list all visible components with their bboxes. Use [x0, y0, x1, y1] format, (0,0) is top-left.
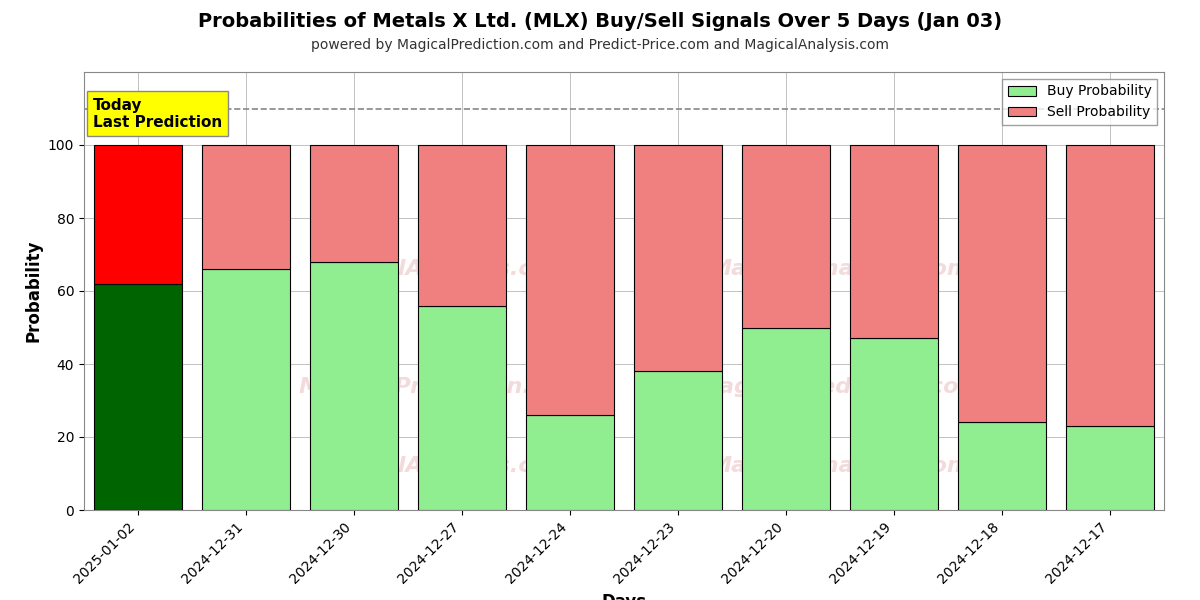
- Text: MagicalPrediction.com: MagicalPrediction.com: [697, 377, 983, 397]
- Bar: [94, 145, 182, 284]
- Bar: [310, 145, 398, 262]
- Text: MagicalAnalysis.com: MagicalAnalysis.com: [310, 456, 571, 476]
- Bar: [958, 145, 1046, 422]
- Bar: [526, 145, 614, 415]
- Text: powered by MagicalPrediction.com and Predict-Price.com and MagicalAnalysis.com: powered by MagicalPrediction.com and Pre…: [311, 38, 889, 52]
- Bar: [310, 262, 398, 510]
- Legend: Buy Probability, Sell Probability: Buy Probability, Sell Probability: [1002, 79, 1157, 125]
- Bar: [202, 145, 290, 269]
- Bar: [94, 284, 182, 510]
- Bar: [958, 422, 1046, 510]
- Bar: [418, 145, 506, 305]
- Bar: [850, 145, 938, 338]
- Bar: [742, 328, 830, 510]
- Text: Probabilities of Metals X Ltd. (MLX) Buy/Sell Signals Over 5 Days (Jan 03): Probabilities of Metals X Ltd. (MLX) Buy…: [198, 12, 1002, 31]
- Y-axis label: Probability: Probability: [24, 240, 42, 342]
- Bar: [202, 269, 290, 510]
- Text: Today
Last Prediction: Today Last Prediction: [92, 98, 222, 130]
- Text: MagicalAnalysis.com: MagicalAnalysis.com: [310, 259, 571, 279]
- Text: MagicalAnalysis.com: MagicalAnalysis.com: [709, 259, 971, 279]
- Bar: [850, 338, 938, 510]
- Bar: [634, 371, 722, 510]
- Text: MagicalAnalysis.com: MagicalAnalysis.com: [709, 456, 971, 476]
- Bar: [634, 145, 722, 371]
- Bar: [418, 305, 506, 510]
- Bar: [742, 145, 830, 328]
- X-axis label: Days: Days: [601, 593, 647, 600]
- Text: MagicalPrediction.com: MagicalPrediction.com: [298, 377, 583, 397]
- Bar: [1066, 145, 1154, 426]
- Bar: [1066, 426, 1154, 510]
- Bar: [526, 415, 614, 510]
